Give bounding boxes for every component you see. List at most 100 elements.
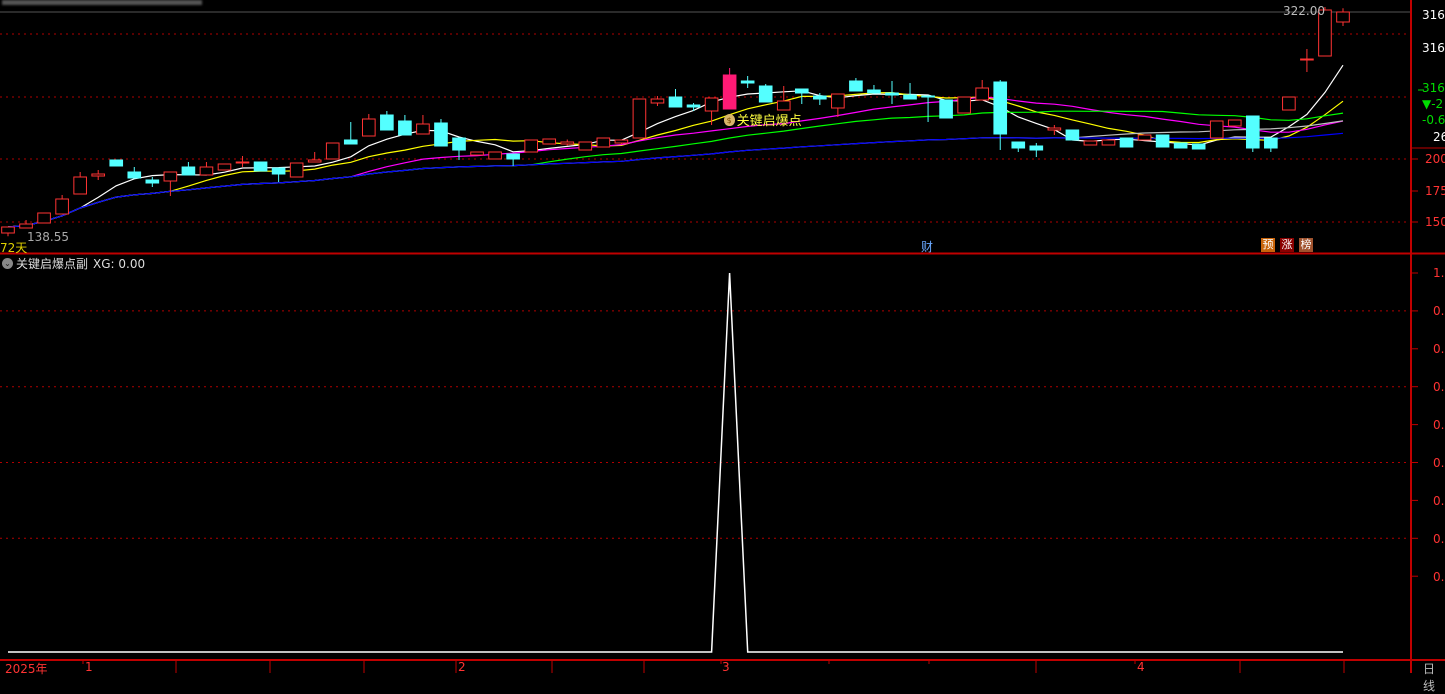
candle-body: [686, 104, 701, 108]
candle-body: [325, 142, 340, 160]
candle-body: [1101, 139, 1116, 146]
xg-indicator-line: [8, 272, 1343, 653]
candle-body: [73, 176, 87, 195]
candle-body: [1191, 143, 1206, 150]
candle-body: [398, 120, 412, 136]
x-axis-month: 4: [1137, 660, 1145, 674]
candle-body: [127, 171, 142, 179]
info-price-3: 316: [1422, 81, 1445, 95]
candle-body: [109, 159, 124, 167]
indicator-axis-label: 0.9: [1433, 304, 1445, 318]
signal-annotation[interactable]: $ 关键启爆点: [723, 110, 802, 129]
candle-body: [470, 151, 484, 156]
candle-body: [1318, 9, 1332, 57]
candle-body: [1011, 141, 1026, 149]
candle-body: [1209, 120, 1224, 139]
candle-body: [307, 159, 322, 163]
candle-body: [1119, 137, 1134, 148]
candle-body: [1300, 58, 1314, 61]
x-axis-month: 1: [85, 660, 93, 674]
candle-body: [596, 137, 611, 148]
candle-body: [506, 153, 520, 160]
candle-body: [939, 99, 953, 119]
price-axis-label: 175: [1425, 184, 1445, 198]
candle-body: [560, 141, 575, 145]
candle-body: [452, 137, 466, 151]
candle-body: [758, 85, 773, 103]
candle-body: [650, 98, 665, 104]
indicator-title: 关键启爆点副: [16, 257, 89, 271]
indicator-axis-label: 0.7: [1433, 380, 1445, 394]
indicator-axis-label: 0.6: [1433, 418, 1445, 432]
forecast-tag[interactable]: 预: [1261, 238, 1275, 252]
ma10-line: [7, 91, 1344, 228]
candle-body: [181, 166, 196, 176]
collapse-chevron-icon[interactable]: ⌄: [2, 258, 13, 269]
info-price-2: 316: [1422, 41, 1445, 55]
candle-body: [37, 212, 51, 224]
ranking-tag[interactable]: 榜: [1299, 238, 1313, 252]
x-axis-month: 2: [458, 660, 466, 674]
candle-body: [1264, 137, 1278, 149]
indicator-header: ⌄ 关键启爆点副 XG: 0.00: [2, 255, 145, 272]
candle-body: [542, 138, 557, 145]
high-price-marker: 322.00: [1283, 4, 1325, 18]
candle-body: [740, 80, 755, 84]
info-change-pct: -0.6: [1422, 113, 1445, 127]
days-label: 72天: [0, 241, 28, 255]
indicator-axis-label: 0.3: [1433, 532, 1445, 546]
candle-body: [199, 166, 214, 176]
candle-body: [343, 139, 358, 145]
x-axis-month: 3: [722, 660, 730, 674]
candle-body: [975, 87, 990, 101]
indicator-axis-label: 0.5: [1433, 456, 1445, 470]
candle-body: [957, 96, 971, 114]
candle-body: [632, 98, 647, 139]
candle-body: [813, 95, 827, 100]
candle-body: [831, 93, 845, 109]
candle-body: [776, 100, 791, 111]
candle-body: [1, 226, 15, 234]
candle-body: [1029, 145, 1044, 151]
candle-body: [416, 123, 430, 135]
candle-body: [849, 80, 863, 92]
candle-body: [380, 114, 394, 131]
finance-tag[interactable]: 财: [921, 240, 934, 254]
signal-label: 关键启爆点: [736, 114, 802, 129]
candle-body: [1173, 142, 1188, 149]
period-selector[interactable]: 日线: [1423, 662, 1436, 693]
candle-body: [993, 81, 1008, 135]
money-bag-icon: $: [723, 113, 735, 126]
x-axis-year: 2025年: [5, 662, 48, 676]
candle-body: [289, 162, 304, 178]
candle-body: [1245, 115, 1260, 149]
candle-body: [794, 88, 809, 94]
candle-body: [1282, 96, 1296, 111]
candle-body: [361, 118, 376, 137]
candle-body: [578, 141, 593, 151]
low-price-marker: 138.55: [27, 230, 69, 244]
candle-body: [1065, 129, 1080, 141]
candle-body: [1137, 134, 1152, 141]
candle-body: [704, 97, 719, 112]
candle-body: [1155, 134, 1170, 148]
candle-body: [253, 161, 268, 172]
limit-up-tag[interactable]: 涨: [1280, 238, 1294, 252]
candle-body: [55, 198, 69, 215]
price-axis-label: 200: [1425, 152, 1445, 166]
candle-body: [19, 223, 33, 229]
info-change: ▼-2: [1422, 97, 1444, 111]
candle-body: [885, 92, 899, 96]
indicator-axis-label: 0.8: [1433, 342, 1445, 356]
stock-chart[interactable]: [0, 0, 1445, 673]
indicator-axis-label: 1.0: [1433, 266, 1445, 280]
indicator-value: XG: 0.00: [93, 256, 146, 271]
candle-body: [524, 139, 538, 153]
candle-body: [145, 179, 160, 184]
candle-body: [1336, 11, 1350, 23]
info-volume: 26: [1433, 130, 1445, 144]
candle-body: [271, 167, 286, 175]
candle-body: [235, 161, 250, 164]
candle-body: [1083, 140, 1098, 146]
candle-body: [488, 151, 502, 160]
